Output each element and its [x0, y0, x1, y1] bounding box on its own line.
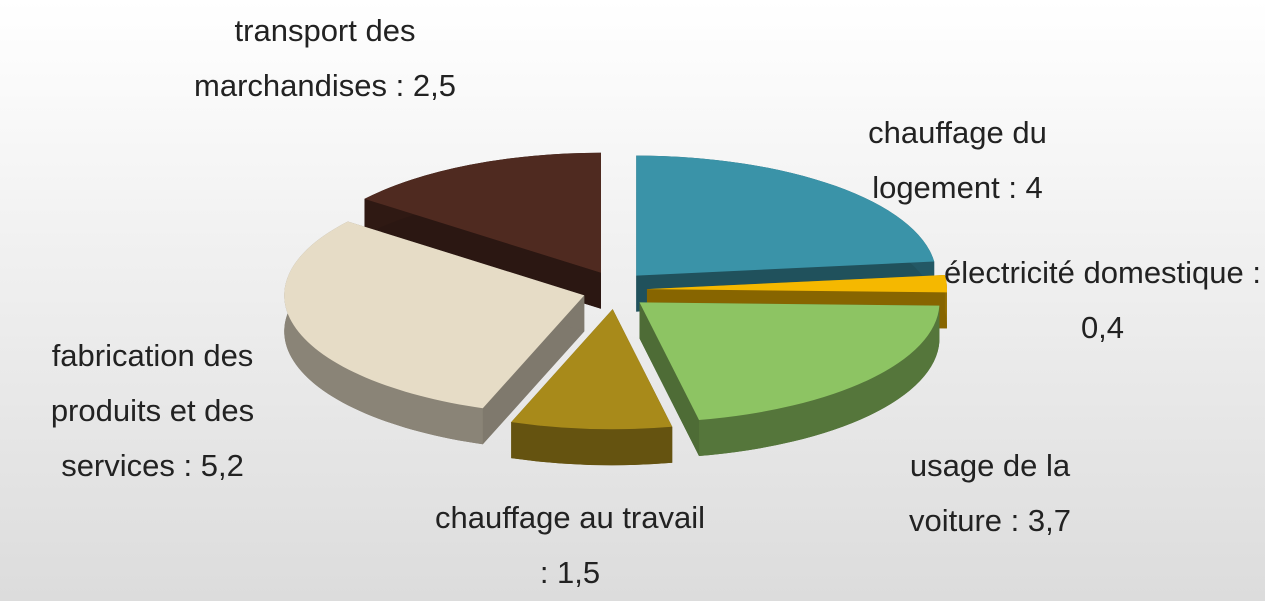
slice — [364, 152, 601, 273]
data-label: électricité domestique : 0,4 — [943, 255, 1262, 345]
slice-side — [364, 198, 601, 309]
slice-wall — [699, 305, 940, 456]
slice — [511, 309, 673, 430]
slice-side — [639, 302, 700, 456]
data-label: chauffage au travail : 1,5 — [435, 500, 706, 590]
slice — [639, 302, 940, 420]
slice — [639, 302, 940, 456]
slice — [511, 309, 673, 466]
slice — [284, 221, 585, 409]
slice — [364, 152, 601, 309]
data-label: usage de la voiture : 3,7 — [909, 448, 1071, 538]
data-label: transport des marchandises : 2,5 — [194, 13, 456, 103]
slice-wall — [284, 221, 483, 445]
slice — [636, 155, 935, 276]
slice-side — [482, 295, 585, 445]
slice-wall — [511, 422, 673, 466]
slice — [284, 221, 585, 445]
slice — [646, 274, 947, 293]
data-label: chauffage du logement : 4 — [868, 115, 1047, 205]
data-label: fabrication des produits et des services… — [50, 338, 255, 483]
